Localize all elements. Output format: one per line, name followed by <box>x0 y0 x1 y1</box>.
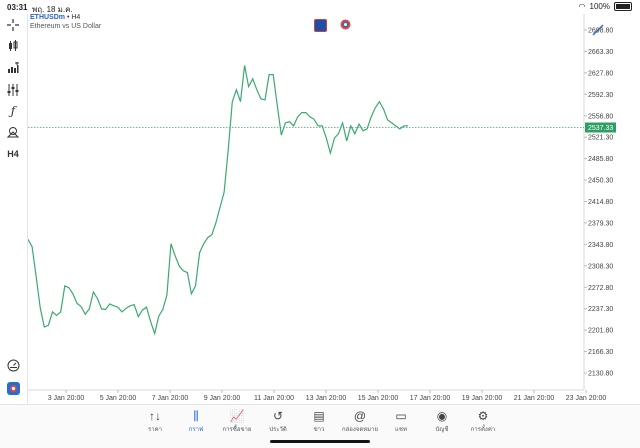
tab-item[interactable]: ▭ แชท <box>381 409 421 434</box>
left-toolbar: ƒ H4 <box>0 14 28 404</box>
battery-icon <box>614 2 632 11</box>
tab-item[interactable]: ↺ ประวัติ <box>258 409 298 434</box>
x-tick-label: 21 Jan 20:00 <box>514 395 555 402</box>
y-tick-label: 2237.30 <box>588 306 613 313</box>
status-date: พฤ. 18 ม.ค. <box>32 5 73 14</box>
symbol-header: ETHUSDm • H4 <box>30 14 80 21</box>
timeframe-label: • H4 <box>66 14 81 21</box>
x-tick-label: 17 Jan 20:00 <box>410 395 451 402</box>
y-tick-label: 2201.80 <box>588 328 613 335</box>
tab-label: ข่าว <box>313 427 325 433</box>
y-tick-label: 2130.80 <box>588 371 613 378</box>
tab-item[interactable]: @ กล่องจดหมาย <box>340 409 380 434</box>
tab-icon: 📈 <box>229 409 245 423</box>
current-price-label: 2537.33 <box>588 125 613 132</box>
price-chart[interactable]: 2698.80 2663.30 2627.80 2592.30 2556.80 2521.… <box>28 14 640 404</box>
tab-label: การซื้อขาย <box>222 427 252 433</box>
x-tick-label: 11 Jan 20:00 <box>254 395 294 402</box>
y-tick-label: 2521.30 <box>588 135 613 142</box>
y-tick-label: 2379.30 <box>588 220 613 227</box>
draw-line-icon[interactable] <box>592 24 604 36</box>
y-tick-label: 2592.30 <box>588 92 613 99</box>
indicators-icon[interactable] <box>4 59 22 77</box>
battery-percent: 100% <box>589 2 610 11</box>
tab-item[interactable]: ◉ บัญชี <box>422 409 462 434</box>
tab-label: กราฟ <box>188 427 204 433</box>
x-tick-label: 19 Jan 20:00 <box>462 395 503 402</box>
symbol-description: Ethereum vs US Dollar <box>30 23 102 30</box>
y-tick-label: 2343.80 <box>588 242 613 249</box>
objects-icon[interactable] <box>4 123 22 141</box>
chart-area[interactable]: ETHUSDm • H4 Ethereum vs US Dollar 2698.… <box>28 14 640 404</box>
y-tick-label: 2698.80 <box>588 28 613 35</box>
function-icon[interactable]: ƒ <box>10 104 16 118</box>
settings-sliders-icon[interactable] <box>4 81 22 99</box>
y-tick-label: 2485.80 <box>588 156 613 163</box>
home-indicator <box>270 440 370 443</box>
tab-item[interactable]: ⫼ กราฟ <box>176 409 216 434</box>
tab-icon: ◉ <box>436 409 448 423</box>
y-tick-label: 2627.80 <box>588 70 613 77</box>
tab-label: แชท <box>395 427 407 433</box>
tab-icon: @ <box>353 409 367 423</box>
tab-item[interactable]: ↑↓ ราคา <box>135 409 175 434</box>
tab-icon: ⚙ <box>477 409 489 423</box>
status-right: ◠ 100% <box>579 2 632 11</box>
tab-icon: ⫼ <box>193 409 199 423</box>
x-tick-label: 13 Jan 20:00 <box>306 395 347 402</box>
tab-label: ประวัติ <box>269 427 287 433</box>
wifi-icon: ◠ <box>578 2 586 11</box>
crosshair-icon[interactable] <box>4 16 22 34</box>
tab-label: การตั้งค่า <box>470 427 496 433</box>
x-tick-label: 15 Jan 20:00 <box>358 395 399 402</box>
one-click-trade-icon[interactable] <box>314 19 327 32</box>
status-bar: 03:31 พฤ. 18 ม.ค. ◠ 100% <box>0 0 640 14</box>
tab-icon: ↑↓ <box>149 409 161 423</box>
y-tick-label: 2166.30 <box>588 349 613 356</box>
chart-mode-icon[interactable] <box>340 19 351 30</box>
symbol-name: ETHUSDm <box>30 14 66 21</box>
tab-label: ราคา <box>148 427 162 433</box>
tab-icon: ▭ <box>395 409 407 423</box>
y-tick-label: 2663.30 <box>588 49 613 56</box>
tab-icon: ▤ <box>313 409 325 423</box>
status-time: 03:31 <box>7 3 28 12</box>
y-tick-label: 2272.80 <box>588 285 613 292</box>
x-tick-label: 3 Jan 20:00 <box>48 395 85 402</box>
candles-icon[interactable] <box>4 37 22 55</box>
x-tick-label: 7 Jan 20:00 <box>152 395 189 402</box>
y-tick-label: 2450.30 <box>588 178 613 185</box>
current-price-tag <box>585 122 616 133</box>
x-tick-label: 9 Jan 20:00 <box>204 395 241 402</box>
tab-label: กล่องจดหมาย <box>341 427 379 433</box>
x-tick-label: 23 Jan 20:00 <box>566 395 607 402</box>
tab-label: บัญชี <box>435 427 449 433</box>
y-tick-label: 2556.80 <box>588 113 613 120</box>
tab-item[interactable]: ▤ ข่าว <box>299 409 339 434</box>
x-tick-label: 5 Jan 20:00 <box>100 395 137 402</box>
tab-item[interactable]: ⚙ การตั้งค่า <box>463 409 503 434</box>
y-tick-label: 2308.30 <box>588 263 613 270</box>
h4-timeframe-button[interactable]: H4 <box>7 149 19 159</box>
app-logo-icon[interactable] <box>4 379 22 397</box>
tab-icon: ↺ <box>272 409 284 423</box>
y-tick-label: 2414.80 <box>588 199 613 206</box>
price-series-line <box>28 65 408 336</box>
gauge-icon[interactable] <box>4 356 22 374</box>
tab-item[interactable]: 📈 การซื้อขาย <box>217 409 257 434</box>
